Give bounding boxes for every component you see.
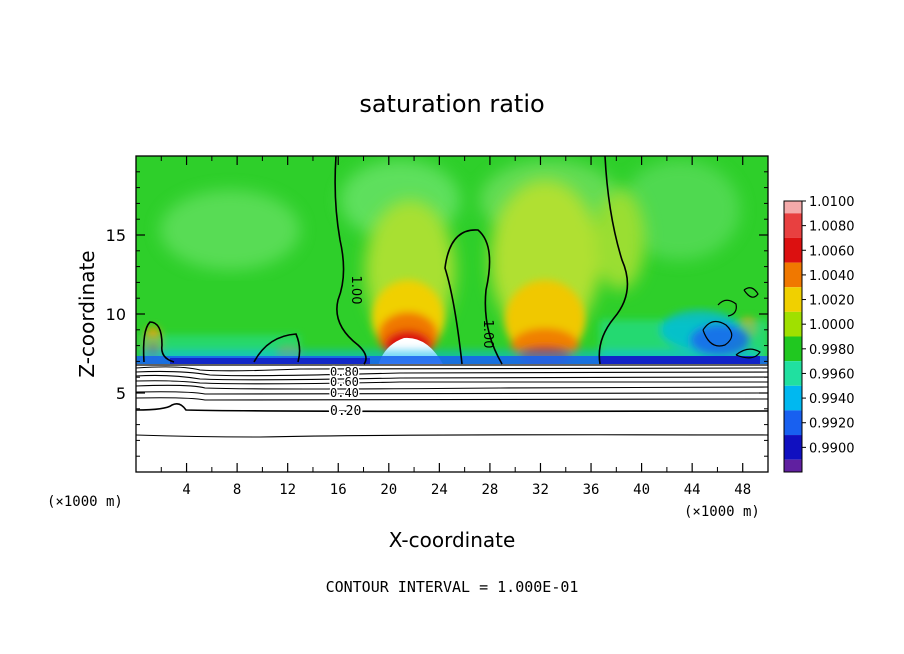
y-tick-label: 10 (106, 305, 126, 324)
x-axis-ticks: 4 8 12 16 20 24 28 32 36 40 44 48 (160, 156, 751, 498)
colorbar-swatch (784, 262, 802, 288)
x-tick-label: 4 (182, 482, 190, 498)
contour-label-0.80: 0.80 (330, 365, 359, 379)
x-tick-label: 16 (330, 482, 347, 498)
colorbar-label: 1.0060 (809, 244, 855, 259)
x-tick-label: 40 (633, 482, 650, 498)
colorbar-swatch (784, 213, 802, 238)
colorbar-label: 0.9900 (809, 441, 855, 456)
x-unit-label-right: (×1000 m) (684, 504, 760, 520)
plot-field (136, 156, 768, 472)
y-tick-label: 15 (106, 226, 126, 245)
x-axis-label: X-coordinate (389, 528, 516, 552)
x-tick-label: 12 (279, 482, 296, 498)
chart-title: saturation ratio (359, 90, 544, 118)
contour-lines (136, 156, 768, 366)
colorbar-swatch (784, 435, 802, 460)
contour-label-1-left: 1.00 (348, 276, 363, 305)
colorbar-label: 1.0040 (809, 269, 855, 284)
colorbar-label: 1.0080 (809, 220, 855, 235)
colorbar-label: 0.9940 (809, 392, 855, 407)
colorbar-label: 1.0000 (809, 318, 855, 333)
colorbar-label: 1.0100 (809, 195, 855, 210)
x-tick-label: 28 (481, 482, 498, 498)
colorbar-swatch (784, 237, 802, 263)
y-axis-label: Z-coordinate (75, 250, 99, 377)
colorbar-swatch (784, 410, 802, 436)
contour-label-0.20: 0.20 (330, 404, 361, 419)
colorbar-label: 0.9920 (809, 417, 855, 432)
contour-label-0.60: 0.60 (330, 375, 359, 389)
colorbar-label: 0.9960 (809, 367, 855, 382)
contour-label-0.40: 0.40 (330, 386, 359, 400)
colorbar-swatch (784, 201, 802, 214)
colorbar: 1.0100 1.0080 1.0060 1.0040 1.0020 1.0000 0.99… (783, 195, 855, 473)
colorbar-swatch (784, 336, 802, 362)
colorbar-swatch (784, 385, 802, 411)
colorbar-swatch (784, 311, 802, 337)
contour-interval-note: CONTOUR INTERVAL = 1.000E-01 (326, 578, 579, 596)
contour-labels: 1.00 1.00 0.80 0.60 0.40 0.20 (328, 276, 495, 421)
colorbar-frame (783, 200, 803, 473)
colorbar-swatch (784, 287, 802, 312)
x-unit-label-left: (×1000 m) (47, 494, 123, 510)
low-level-contours (136, 366, 768, 438)
y-axis-ticks: 5 10 15 (106, 171, 768, 457)
x-tick-label: 32 (532, 482, 549, 498)
x-tick-label: 20 (380, 482, 397, 498)
colorbar-label: 1.0020 (809, 294, 855, 309)
x-tick-label: 8 (233, 482, 241, 498)
colorbar-swatch (784, 459, 802, 472)
contour-label-1-right: 1.00 (480, 320, 495, 349)
colorbar-swatch (784, 361, 802, 386)
y-tick-label: 5 (116, 384, 126, 403)
colorbar-label: 0.9980 (809, 343, 855, 358)
x-tick-label: 36 (583, 482, 600, 498)
x-tick-label: 44 (684, 482, 701, 498)
x-tick-label: 48 (734, 482, 751, 498)
x-tick-label: 24 (431, 482, 448, 498)
